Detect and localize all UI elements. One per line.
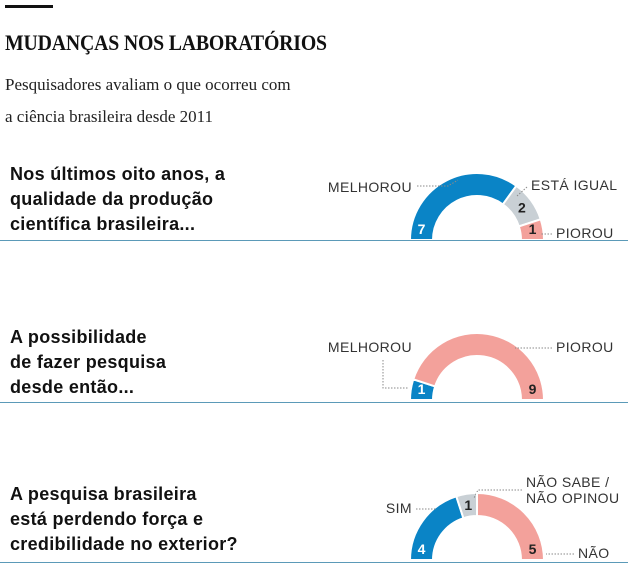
subtitle-line-2: a ciência brasileira desde 2011	[5, 107, 213, 126]
leader-melhorou	[382, 360, 408, 389]
baseline-2	[0, 402, 628, 403]
question-2-line-2: de fazer pesquisa	[10, 352, 167, 372]
question-3: A pesquisa brasileira está perdendo forç…	[10, 482, 310, 557]
baseline-3	[0, 562, 628, 563]
question-1-line-2: qualidade da produção	[10, 189, 214, 209]
label-esta-igual: ESTÁ IGUAL	[531, 177, 617, 193]
value-melhorou: 7	[418, 221, 426, 237]
label-nao-sabe-nao-opinou-2: NÃO OPINOU	[526, 490, 619, 506]
baseline-1	[0, 240, 628, 241]
question-2-line-3: desde então...	[10, 377, 135, 397]
subtitle-line-1: Pesquisadores avaliam o que ocorreu com	[5, 75, 291, 94]
question-3-line-2: está perdendo força e	[10, 509, 204, 529]
label-piorou: PIOROU	[556, 225, 614, 241]
question-1-line-3: científica brasileira...	[10, 214, 196, 234]
question-3-line-3: credibilidade no exterior?	[10, 534, 238, 554]
label-nao: NÃO	[578, 545, 610, 561]
label-piorou: PIOROU	[556, 339, 614, 355]
question-1-line-1: Nos últimos oito anos, a	[10, 164, 226, 184]
value-sim: 4	[418, 541, 426, 557]
label-sim: SIM	[386, 500, 412, 516]
question-2-line-1: A possibilidade	[10, 327, 147, 347]
page-title: MUDANÇAS NOS LABORATÓRIOS	[5, 30, 327, 55]
top-rule	[5, 5, 53, 8]
half-donut-chart-2: 1 MELHOROU 9 PIOROU	[328, 332, 614, 401]
question-2: A possibilidade de fazer pesquisa desde …	[10, 325, 310, 400]
leader-esta-igual	[516, 186, 528, 197]
value-piorou: 9	[529, 381, 537, 397]
value-nao: 5	[529, 541, 537, 557]
label-melhorou: MELHOROU	[328, 179, 412, 195]
slice-nao	[476, 491, 546, 561]
slice-melhorou	[408, 172, 518, 241]
value-esta-igual: 2	[518, 199, 526, 215]
value-melhorou: 1	[418, 381, 426, 397]
leader-melhorou	[417, 179, 459, 187]
half-donut-chart-3: 4 SIM 1 NÃO SABE /NÃO OPINOU 5 NÃO	[386, 474, 619, 561]
value-nao-sabe-nao-opinou: 1	[464, 497, 472, 513]
half-donut-chart-1: 7 MELHOROU 2 ESTÁ IGUAL 1 PIOROU	[328, 172, 617, 241]
question-1: Nos últimos oito anos, a qualidade da pr…	[10, 162, 310, 237]
value-piorou: 1	[529, 221, 537, 237]
question-3-line-1: A pesquisa brasileira	[10, 484, 197, 504]
slice-piorou	[412, 332, 546, 401]
label-melhorou: MELHOROU	[328, 339, 412, 355]
label-nao-sabe-nao-opinou-1: NÃO SABE /	[526, 474, 609, 490]
